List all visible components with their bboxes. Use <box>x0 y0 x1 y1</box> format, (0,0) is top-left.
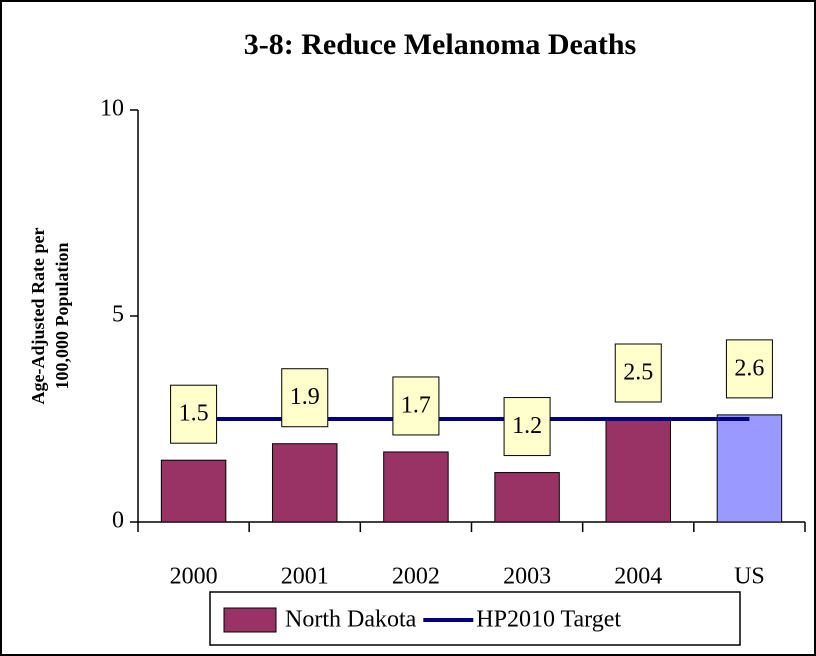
value-label-box <box>281 368 329 428</box>
y-tick-label: 5 <box>112 302 124 328</box>
value-label-box <box>170 384 218 444</box>
value-label-box <box>392 376 440 436</box>
x-tick-label: 2001 <box>281 564 329 590</box>
value-label: 1.7 <box>401 392 431 418</box>
value-label: 1.2 <box>512 413 542 439</box>
bar <box>494 472 560 523</box>
x-tick-label: 2000 <box>170 564 218 590</box>
value-label-box <box>503 397 551 457</box>
value-label: 1.9 <box>290 384 320 410</box>
bar <box>716 414 783 523</box>
bar <box>160 459 227 523</box>
value-label-box <box>725 339 773 399</box>
value-label: 2.6 <box>734 355 764 381</box>
bar <box>605 418 671 523</box>
y-tick-label: 10 <box>100 96 124 122</box>
y-tick-label: 0 <box>112 508 124 534</box>
value-label: 1.5 <box>179 401 209 427</box>
bar <box>383 451 449 523</box>
chart-title: 3-8: Reduce Melanoma Deaths <box>244 28 636 61</box>
x-tick-label: 2002 <box>392 564 440 590</box>
x-tick-label: US <box>734 564 765 590</box>
legend-swatch <box>223 607 277 633</box>
legend-label: North Dakota <box>285 607 417 633</box>
value-label-box <box>614 343 662 403</box>
legend-box <box>209 591 741 646</box>
y-axis-label: Age-Adjusted Rate per <box>28 228 48 405</box>
value-label: 2.5 <box>623 360 653 386</box>
bar <box>272 443 338 523</box>
y-axis-label: 100,000 Population <box>52 242 72 389</box>
x-tick-label: 2004 <box>614 564 662 590</box>
x-tick-label: 2003 <box>503 564 551 590</box>
legend-label: HP2010 Target <box>476 607 621 633</box>
